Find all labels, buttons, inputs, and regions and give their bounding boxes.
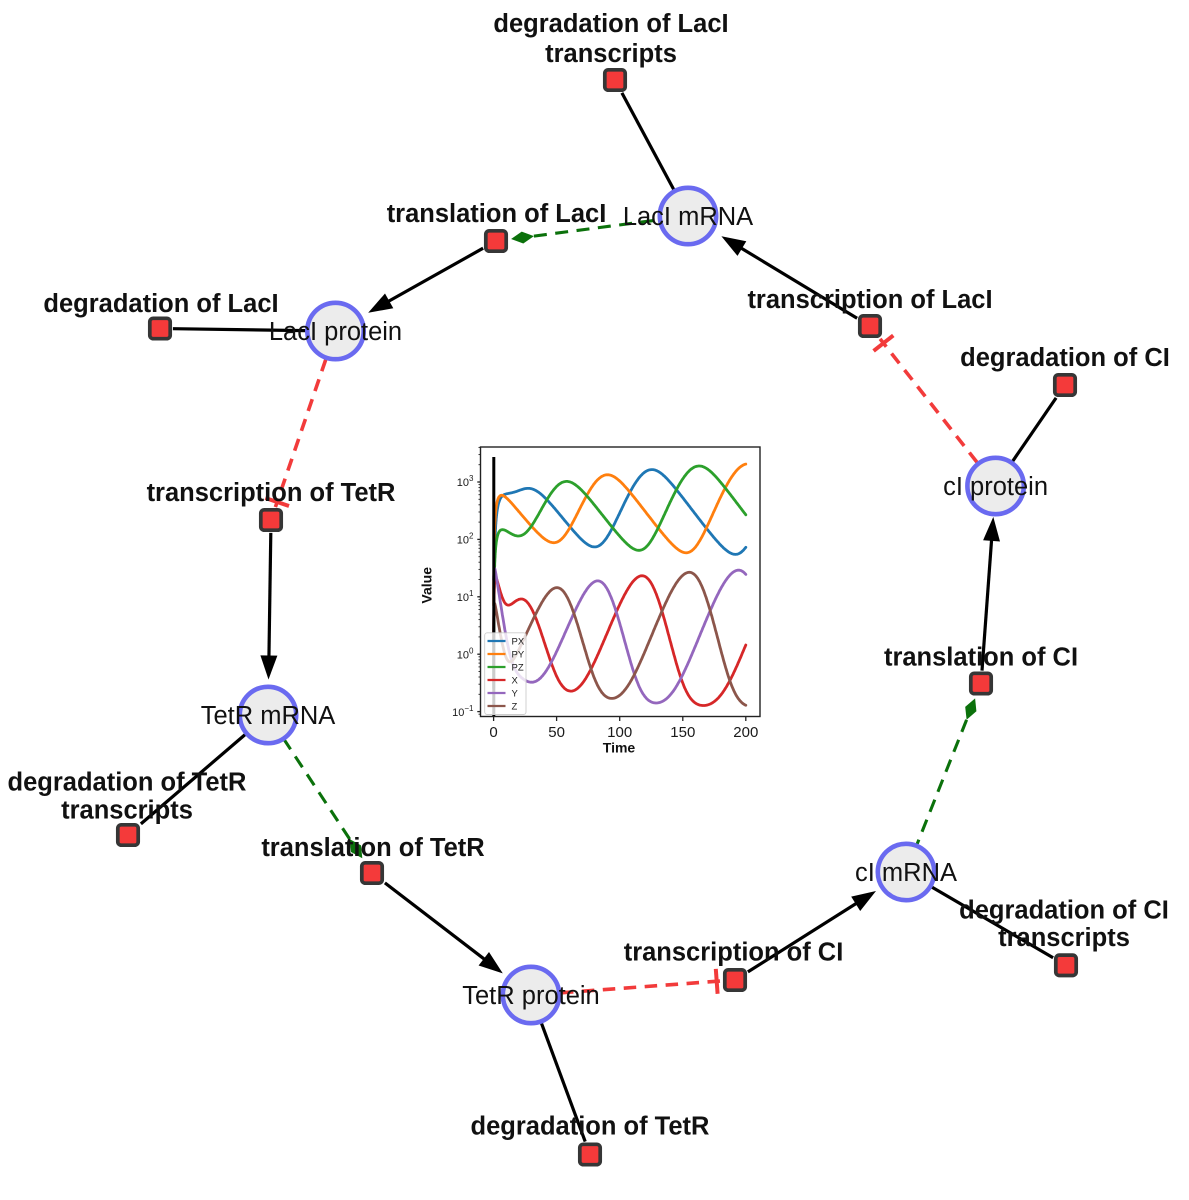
svg-text:Value: Value [419, 567, 435, 604]
svg-text:degradation of CI: degradation of CI [959, 897, 1169, 925]
svg-text:PY: PY [512, 649, 525, 660]
svg-text:PX: PX [512, 636, 525, 647]
svg-text:degradation of LacI: degradation of LacI [43, 290, 278, 318]
svg-text:degradation of TetR: degradation of TetR [471, 1113, 710, 1141]
svg-text:transcripts: transcripts [545, 40, 677, 68]
svg-text:cI protein: cI protein [943, 473, 1048, 501]
svg-text:transcripts: transcripts [61, 796, 193, 824]
svg-text:cI mRNA: cI mRNA [855, 859, 957, 887]
svg-text:150: 150 [670, 724, 695, 741]
svg-text:TetR protein: TetR protein [462, 982, 600, 1010]
svg-text:degradation of CI: degradation of CI [960, 344, 1170, 372]
svg-text:translation of TetR: translation of TetR [261, 834, 484, 862]
svg-text:TetR mRNA: TetR mRNA [201, 702, 336, 730]
svg-text:50: 50 [548, 724, 565, 741]
svg-text:degradation of LacI: degradation of LacI [493, 10, 728, 38]
svg-text:LacI mRNA: LacI mRNA [623, 203, 753, 231]
svg-text:transcription of CI: transcription of CI [624, 939, 844, 967]
svg-text:translation of CI: translation of CI [884, 644, 1078, 672]
svg-text:PZ: PZ [512, 662, 524, 673]
svg-text:LacI protein: LacI protein [269, 318, 402, 346]
svg-text:100: 100 [607, 724, 632, 741]
svg-text:Y: Y [512, 688, 519, 699]
svg-text:transcription of LacI: transcription of LacI [747, 286, 992, 314]
svg-text:translation of LacI: translation of LacI [387, 200, 607, 228]
svg-text:X: X [512, 675, 519, 686]
svg-text:0: 0 [489, 724, 497, 741]
svg-text:degradation of TetR: degradation of TetR [8, 769, 247, 797]
svg-text:transcripts: transcripts [998, 924, 1130, 952]
svg-text:Time: Time [603, 740, 636, 756]
svg-text:Z: Z [512, 701, 518, 712]
svg-text:200: 200 [733, 724, 758, 741]
svg-text:transcription of TetR: transcription of TetR [147, 479, 396, 507]
